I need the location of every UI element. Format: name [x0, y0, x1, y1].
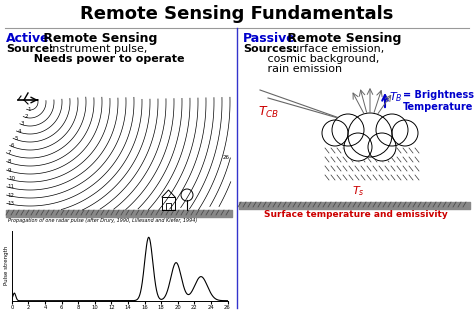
Text: Instrument pulse,: Instrument pulse, [42, 44, 147, 54]
Text: Surface temperature and emissivity: Surface temperature and emissivity [264, 210, 447, 219]
Text: 6: 6 [11, 143, 14, 148]
Text: $\mathit{T}_s$: $\mathit{T}_s$ [352, 184, 365, 198]
Y-axis label: Pulse strength: Pulse strength [4, 246, 9, 286]
Text: cosmic background,: cosmic background, [243, 54, 379, 64]
Text: rain emission: rain emission [243, 64, 342, 74]
Text: surface emission,: surface emission, [283, 44, 384, 54]
Circle shape [332, 114, 364, 146]
Circle shape [392, 120, 418, 146]
Text: Active: Active [6, 32, 50, 45]
Text: 13: 13 [8, 201, 15, 206]
Text: Remote Sensing Fundamentals: Remote Sensing Fundamentals [80, 5, 394, 23]
Text: Remote Sensing: Remote Sensing [39, 32, 157, 45]
Circle shape [368, 133, 396, 161]
Text: 10: 10 [8, 176, 15, 181]
Text: = Brightness
Temperature: = Brightness Temperature [403, 90, 474, 112]
Text: $\mathit{T}_B$: $\mathit{T}_B$ [389, 90, 402, 104]
Text: Propagation of one radar pulse (after Drury, 1990, Lillesand and Kiefer, 1994): Propagation of one radar pulse (after Dr… [8, 218, 197, 223]
Text: 26: 26 [222, 155, 229, 161]
Text: 7: 7 [7, 150, 11, 155]
Text: Source:: Source: [6, 44, 54, 54]
Text: 5: 5 [14, 136, 18, 141]
Text: 2: 2 [24, 114, 28, 119]
Text: 11: 11 [8, 184, 15, 189]
Text: 3: 3 [21, 121, 24, 126]
Text: $\mathit{T}_{CB}$: $\mathit{T}_{CB}$ [258, 105, 279, 120]
Text: 9: 9 [8, 168, 11, 173]
Text: 12: 12 [8, 193, 15, 197]
Text: 8: 8 [8, 159, 11, 164]
Text: Needs power to operate: Needs power to operate [26, 54, 184, 64]
Circle shape [348, 113, 392, 157]
Circle shape [344, 133, 372, 161]
Text: 4: 4 [18, 129, 21, 134]
Circle shape [376, 114, 408, 146]
Text: Remote Sensing: Remote Sensing [283, 32, 401, 45]
Text: 1: 1 [27, 107, 31, 112]
Circle shape [322, 120, 348, 146]
Text: Sources:: Sources: [243, 44, 297, 54]
Text: Passive: Passive [243, 32, 296, 45]
